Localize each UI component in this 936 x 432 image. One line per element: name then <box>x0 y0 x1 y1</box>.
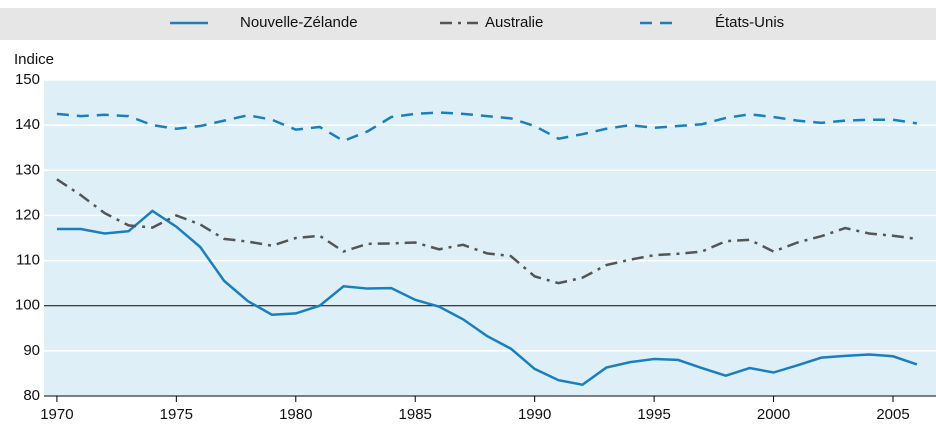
legend-label: Nouvelle-Zélande <box>240 14 358 31</box>
x-tick-label: 1995 <box>637 406 670 423</box>
x-tick-label: 2005 <box>876 406 909 423</box>
legend-label: États-Unis <box>715 14 784 31</box>
x-tick-label: 1990 <box>518 406 551 423</box>
x-tick-label: 1985 <box>399 406 432 423</box>
x-tick-label: 1970 <box>40 406 73 423</box>
x-tick-label: 1980 <box>279 406 312 423</box>
series-line <box>56 209 918 387</box>
legend-label: Australie <box>485 14 543 31</box>
y-tick-label: 120 <box>15 206 40 223</box>
x-tick-label: 2000 <box>757 406 790 423</box>
y-tick-label: 110 <box>16 252 40 269</box>
series-line <box>56 178 918 285</box>
plot-area <box>44 80 936 396</box>
y-tick-label: 130 <box>15 161 40 178</box>
y-axis-label: Indice <box>14 51 54 68</box>
y-tick-label: 90 <box>23 342 40 359</box>
y-tick-label: 150 <box>15 71 40 88</box>
y-tick-label: 100 <box>15 297 40 314</box>
x-tick-label: 1975 <box>160 406 193 423</box>
y-tick-label: 140 <box>15 116 40 133</box>
y-tick-label: 80 <box>23 387 40 404</box>
series-line <box>56 111 918 143</box>
